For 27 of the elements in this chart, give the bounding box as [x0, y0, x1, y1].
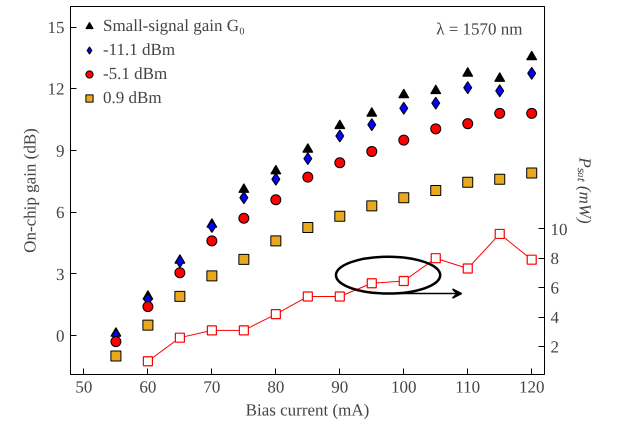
y-tick-label: 12: [48, 80, 64, 99]
x-tick-label: 90: [331, 378, 348, 396]
legend-label: Small-signal gain G₀: [103, 16, 245, 36]
y2-tick-label: 2: [550, 338, 559, 357]
x-tick-label: 120: [518, 378, 544, 396]
x-tick-label: 100: [391, 378, 417, 396]
x-tick-label: 60: [139, 378, 156, 396]
annotation: λ = 1570 nm: [436, 20, 523, 38]
x-tick-label: 70: [203, 378, 220, 396]
y-tick-label: 15: [48, 18, 64, 38]
y2-tick-label: 8: [550, 249, 559, 268]
y2-tick-label: 6: [550, 278, 559, 298]
y-tick-label: 6: [56, 203, 64, 222]
y2-axis-title: Pₛₐₜ (mW): [576, 156, 594, 224]
x-axis-title: Bias current (mA): [246, 400, 370, 420]
x-tick-label: 50: [75, 378, 92, 396]
y2-tick-label: 4: [550, 308, 560, 328]
y2-tick-label: 10: [550, 220, 568, 239]
x-tick-label: 110: [455, 378, 480, 396]
y-tick-label: 9: [56, 141, 64, 160]
y-tick-label: 0: [56, 326, 64, 346]
y-tick-label: 3: [56, 264, 64, 284]
x-tick-label: 80: [267, 378, 284, 396]
y-axis-title: On-chip gain (dB): [20, 128, 40, 253]
legend-label: -5.1 dBm: [103, 64, 168, 84]
legend-label: -11.1 dBm: [103, 40, 176, 60]
legend-label: 0.9 dBm: [103, 88, 162, 108]
